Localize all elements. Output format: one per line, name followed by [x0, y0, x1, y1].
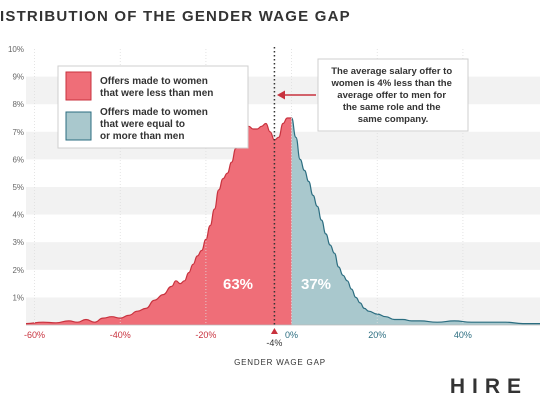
- chart-title: ISTRIBUTION OF THE GENDER WAGE GAP: [0, 8, 351, 25]
- annotation-text: The average salary offer to women is 4% …: [330, 66, 454, 125]
- y-axis-ticks: 1% 2% 3% 4% 5% 6% 7% 8% 9% 10%: [8, 45, 24, 302]
- x-tick-label: -40%: [110, 330, 131, 340]
- y-tick-label: 2%: [12, 266, 24, 275]
- share-label-less: 63%: [223, 276, 253, 293]
- x-axis-label: GENDER WAGE GAP: [234, 358, 326, 367]
- y-tick-label: 1%: [12, 293, 24, 302]
- x-tick-label: 20%: [368, 330, 386, 340]
- annotation-panel: [317, 58, 469, 132]
- hire-logo: HIRE: [450, 375, 528, 398]
- y-tick-label: 5%: [12, 183, 24, 192]
- legend-label-more: Offers made to women that were equal to …: [100, 107, 211, 142]
- x-tick-label: 40%: [454, 330, 472, 340]
- y-tick-label: 7%: [12, 128, 24, 137]
- average-gap-marker: -4%: [266, 47, 282, 348]
- legend-swatch-less: [65, 71, 92, 101]
- area-women-less-outline: [25, 117, 292, 325]
- x-tick-label: -60%: [24, 330, 45, 340]
- marker-triangle-icon: [270, 328, 278, 334]
- marker-label: -4%: [266, 338, 282, 348]
- area-women-equal-more-outline: [291, 117, 540, 325]
- area-women-less: [26, 118, 292, 325]
- x-tick-label: -20%: [195, 330, 216, 340]
- legend-swatch-more: [65, 111, 92, 141]
- legend-label-less: Offers made to women that were less than…: [100, 76, 213, 99]
- annotation-arrow-icon: [277, 90, 285, 100]
- y-tick-label: 10%: [8, 45, 24, 54]
- y-tick-label: 4%: [12, 211, 24, 220]
- annotation-box: The average salary offer to women is 4% …: [277, 58, 469, 132]
- x-tick-label: 0%: [285, 330, 298, 340]
- share-label-more: 37%: [301, 276, 331, 293]
- y-tick-label: 8%: [12, 100, 24, 109]
- area-women-equal-more: [291, 118, 540, 325]
- distribution-areas: [25, 117, 540, 325]
- y-tick-label: 9%: [12, 73, 24, 82]
- y-tick-label: 3%: [12, 238, 24, 247]
- legend: Offers made to women that were less than…: [57, 65, 249, 149]
- y-tick-label: 6%: [12, 155, 24, 164]
